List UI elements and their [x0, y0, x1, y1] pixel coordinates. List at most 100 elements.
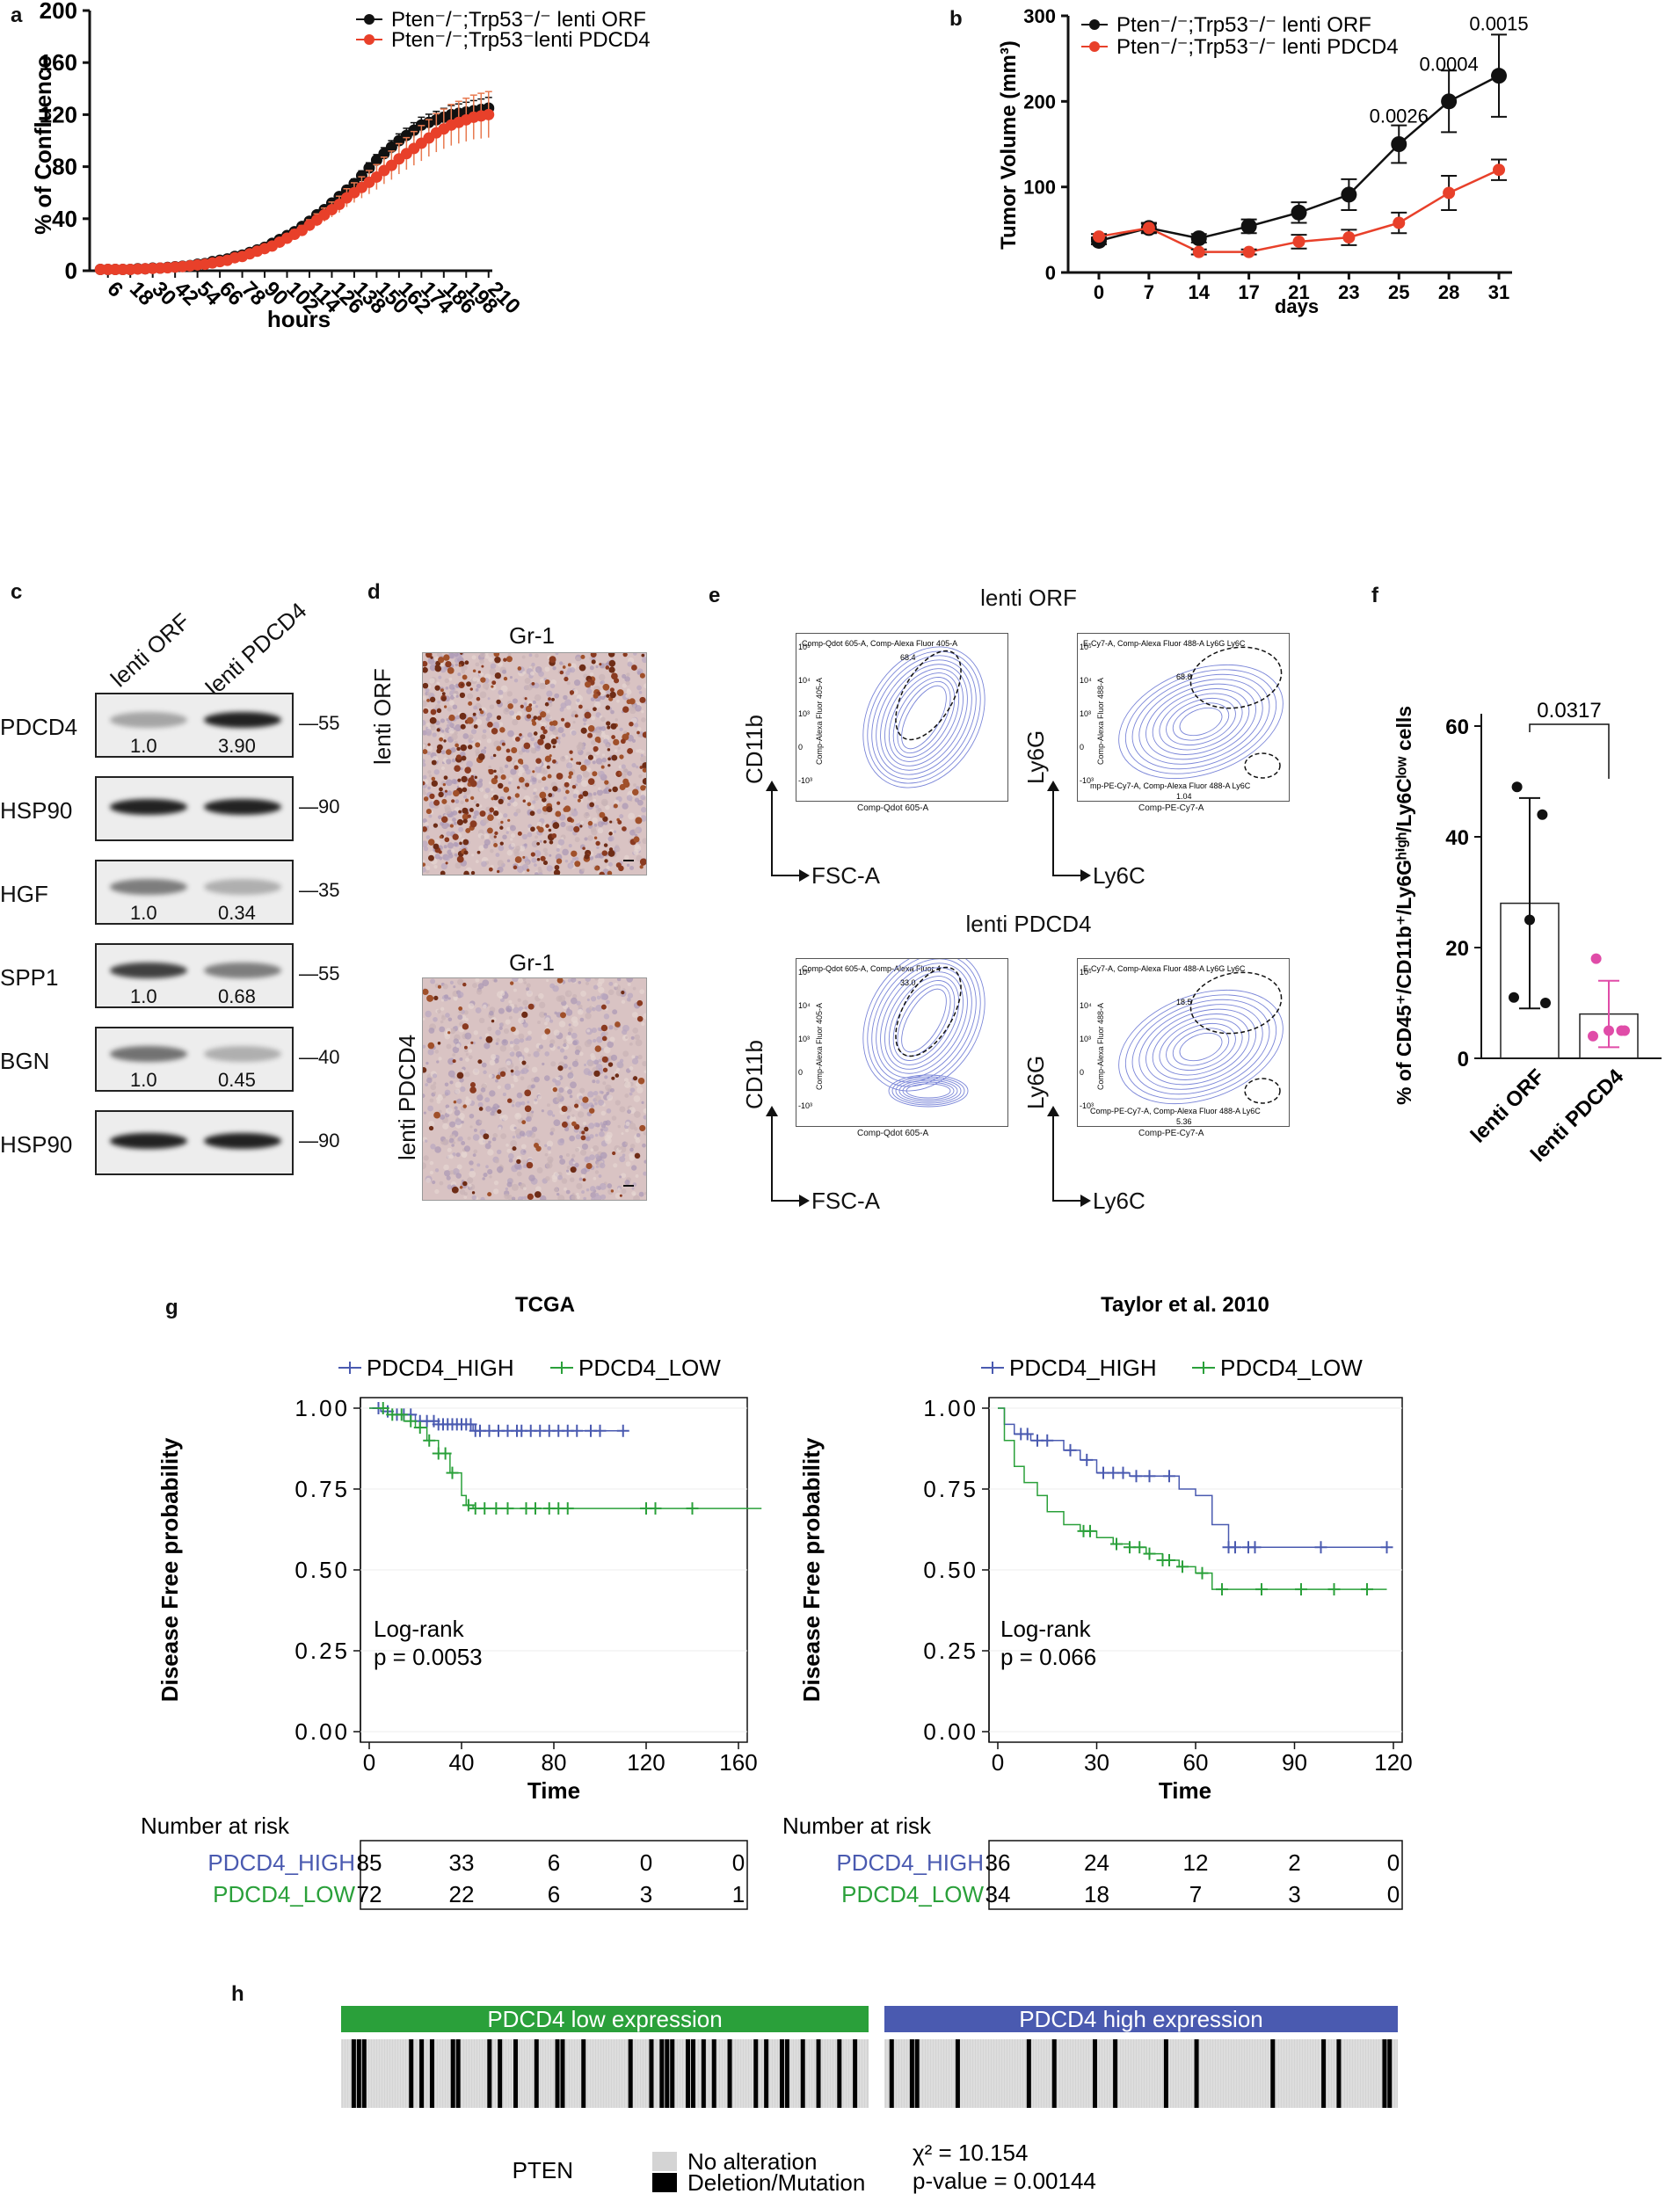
gr1-positive-cell	[559, 670, 564, 675]
tissue-cell	[523, 1195, 527, 1200]
tissue-cell	[500, 1133, 507, 1140]
flow-y-tick: 10³	[798, 1035, 810, 1043]
tissue-cell	[545, 1176, 550, 1181]
tissue-cell	[582, 1122, 587, 1126]
alteration-mark	[816, 2039, 821, 2108]
tissue-cell	[593, 1090, 599, 1096]
flow-y-label: CD11b	[741, 1039, 767, 1109]
tissue-cell	[447, 820, 453, 825]
tissue-cell	[532, 840, 540, 847]
tissue-cell	[517, 1196, 523, 1200]
tissue-cell	[448, 677, 453, 681]
tissue-cell	[473, 800, 477, 804]
tissue-cell	[566, 762, 573, 769]
tissue-cell	[455, 799, 460, 804]
tissue-cell	[440, 1114, 446, 1120]
tissue-cell	[432, 1073, 438, 1079]
km-curve	[369, 1407, 762, 1509]
tissue-cell	[601, 757, 607, 763]
tissue-cell	[534, 872, 539, 875]
gr1-positive-cell	[550, 738, 557, 745]
tissue-cell	[615, 846, 621, 853]
tissue-cell	[553, 1029, 560, 1036]
tissue-cell	[590, 996, 597, 1002]
tissue-cell	[462, 795, 468, 799]
tissue-cell	[440, 666, 447, 673]
data-point	[1493, 163, 1505, 177]
tissue-cell	[492, 1133, 498, 1138]
blot-band-orf	[110, 963, 187, 978]
km-curve	[998, 1407, 1387, 1548]
gr1-positive-cell	[487, 827, 493, 834]
gr1-positive-cell	[477, 753, 485, 760]
tissue-cell	[535, 835, 538, 839]
tissue-cell	[484, 746, 487, 750]
gr1-positive-cell	[540, 734, 546, 740]
tissue-cell	[632, 1028, 639, 1034]
tissue-cell	[480, 749, 487, 755]
gr1-positive-cell	[611, 672, 618, 680]
flow-contour	[871, 655, 977, 780]
tissue-cell	[618, 765, 622, 769]
x-tick-label: 31	[1488, 281, 1509, 303]
gr1-positive-cell	[609, 820, 613, 824]
risk-count: 33	[449, 1849, 475, 1876]
tissue-cell	[627, 661, 633, 667]
tissue-cell	[511, 842, 515, 847]
gr1-positive-cell	[472, 669, 476, 673]
gr1-positive-cell	[493, 843, 498, 847]
tissue-cell	[641, 1101, 644, 1104]
tissue-cell	[475, 718, 483, 726]
tissue-cell	[449, 980, 454, 984]
tissue-cell	[513, 1006, 520, 1013]
flow-y-axis-name: Comp-Alexa Fluor 405-A	[815, 677, 824, 765]
tissue-cell	[579, 1087, 585, 1093]
gr1-positive-cell	[485, 1035, 493, 1043]
tissue-cell	[533, 788, 537, 792]
tissue-cell	[505, 1005, 513, 1013]
tissue-cell	[627, 1109, 632, 1115]
tissue-cell	[512, 698, 519, 704]
flow-y-tick: 10³	[1080, 1035, 1091, 1043]
log-rank-label: Log-rank	[1000, 1616, 1092, 1642]
tissue-cell	[504, 764, 509, 768]
gr1-positive-cell	[574, 861, 581, 868]
lane-label-orf: lenti ORF	[105, 607, 195, 693]
blot-quant-pdcd4: 0.34	[218, 902, 256, 924]
gr1-positive-cell	[441, 692, 446, 696]
log-rank-label: Log-rank	[374, 1616, 465, 1642]
tissue-cell	[423, 788, 425, 792]
tissue-cell	[585, 1013, 592, 1020]
gr1-positive-cell	[567, 663, 571, 667]
gr1-positive-cell	[510, 1069, 514, 1073]
gr1-positive-cell	[521, 1120, 527, 1125]
flow-y-tick: -10³	[1080, 1101, 1094, 1110]
tissue-cell	[505, 1019, 511, 1025]
gr1-positive-cell	[556, 737, 559, 740]
tissue-cell	[491, 1106, 498, 1113]
risk-row-label: PDCD4_HIGH	[207, 1849, 355, 1876]
tissue-cell	[461, 669, 466, 674]
tissue-cell	[430, 1084, 437, 1091]
gr1-positive-cell	[618, 772, 622, 775]
tissue-cell	[478, 845, 484, 852]
tissue-cell	[596, 995, 601, 1000]
tissue-cell	[451, 779, 457, 784]
tissue-cell	[473, 705, 478, 710]
gr1-positive-cell	[464, 1045, 468, 1050]
gr1-positive-cell	[561, 1121, 568, 1128]
flow-x-axis-name: Comp-PE-Cy7-A	[1138, 803, 1204, 813]
tissue-cell	[430, 1144, 436, 1150]
tissue-cell	[485, 716, 491, 722]
blot-mw-marker: —55	[299, 712, 340, 734]
tissue-cell	[445, 1013, 450, 1018]
tissue-cell	[603, 1013, 610, 1020]
gr1-positive-cell	[460, 723, 466, 730]
tissue-cell	[631, 738, 636, 743]
tissue-cell	[600, 725, 607, 731]
tissue-cell	[626, 978, 634, 983]
flow-y-axis-name: Comp-Alexa Fluor 488-A	[1096, 677, 1105, 765]
tissue-cell	[615, 1192, 622, 1200]
tissue-cell	[427, 657, 435, 665]
tissue-cell	[556, 743, 559, 746]
